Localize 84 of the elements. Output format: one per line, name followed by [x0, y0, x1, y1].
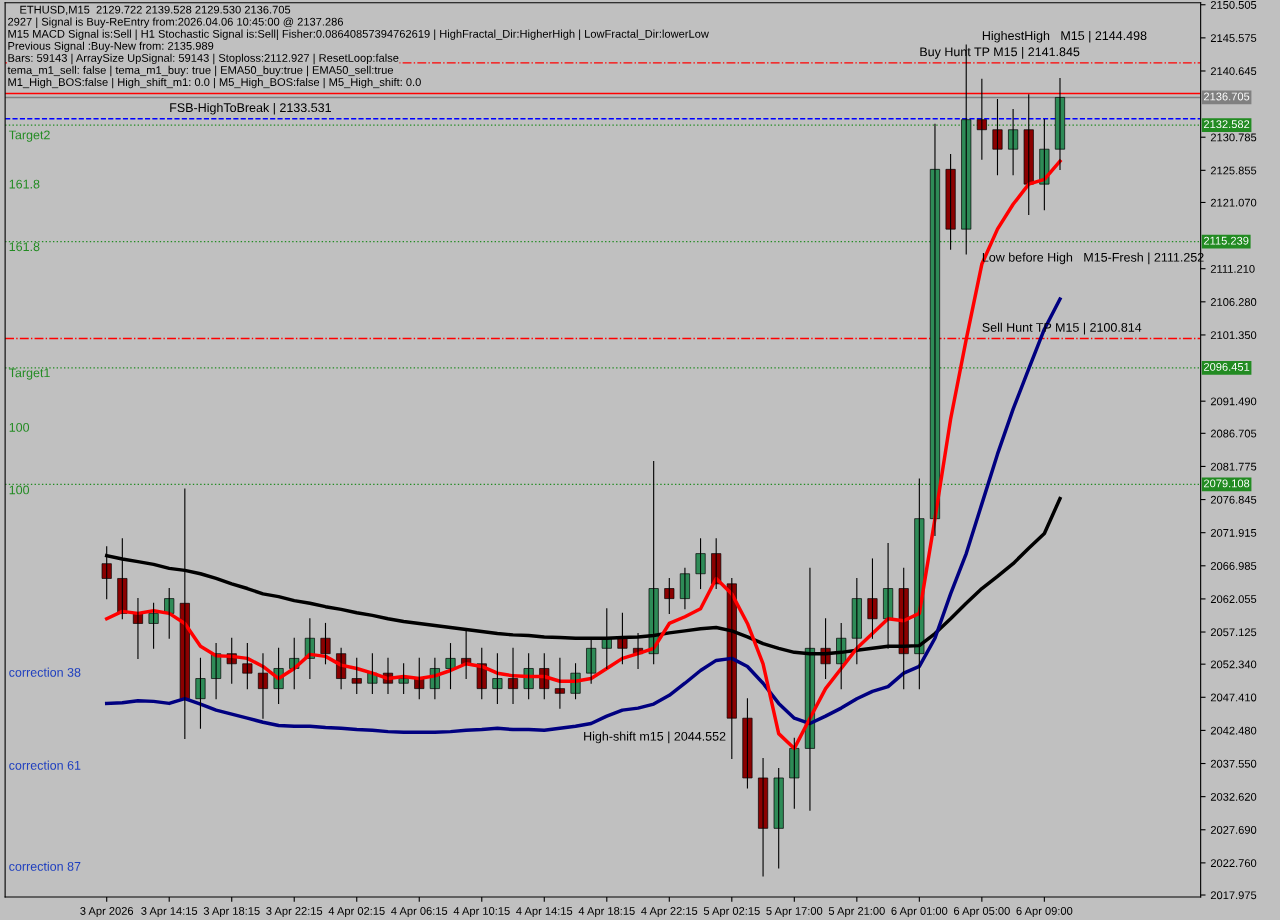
candlestick — [398, 663, 409, 694]
ref-line-label: 2079.108 — [1203, 479, 1250, 488]
annotation: FSB-HighToBreak | 2133.531 — [170, 102, 331, 115]
text: correction 87 — [9, 861, 81, 871]
y-tick-label: 2071.915 — [1210, 528, 1257, 537]
annotation: 2927 | Signal is Buy-ReEntry from:2026.04.06 10:45:00 @ 2137.286 — [8, 17, 344, 28]
x-tick-label: 4 Apr 22:15 — [641, 907, 698, 918]
y-tick-label: 2076.845 — [1210, 495, 1257, 504]
text: correction 38 — [9, 667, 81, 677]
y-tick-label: 2037.550 — [1210, 759, 1257, 768]
candlestick — [242, 643, 253, 690]
candlestick — [195, 657, 206, 729]
y-tick-label: 2091.490 — [1210, 397, 1257, 406]
text: 161.8 — [9, 242, 40, 252]
candlestick — [945, 154, 956, 250]
x-tick-label: 3 Apr 14:15 — [141, 907, 198, 918]
y-tick-label: 2057.125 — [1210, 628, 1257, 637]
y-tick-label: 2121.070 — [1210, 198, 1257, 207]
x-tick-label: 6 Apr 09:00 — [1016, 907, 1073, 918]
y-tick-label: 2130.785 — [1210, 133, 1257, 142]
y-tick-label: 2140.645 — [1210, 67, 1257, 76]
text: Target2 — [8, 130, 50, 142]
x-tick-label: 5 Apr 02:15 — [703, 907, 760, 918]
y-tick-label: 2027.690 — [1210, 826, 1257, 834]
text: 100 — [9, 422, 30, 432]
candlestick — [1023, 94, 1034, 215]
candlestick — [164, 587, 175, 639]
candlestick — [445, 643, 456, 690]
y-tick-label: 2106.280 — [1210, 298, 1257, 306]
annotation: tema_m1_sell: false | tema_m1_buy: true | EMA50_buy:true | EMA50_sell:true — [7, 65, 394, 77]
y-tick-label: 2022.760 — [1210, 859, 1257, 868]
y-tick-label: 2066.985 — [1210, 562, 1257, 570]
annotation: Bars: 59143 | ArraySize UpSignal: 59143 | Stoploss:2112.927 | ResetLoop:false — [8, 53, 399, 65]
candlestick — [867, 558, 878, 639]
y-tick-label: 2062.055 — [1210, 595, 1257, 604]
x-tick-label: 5 Apr 17:00 — [766, 907, 823, 918]
y-tick-label: 2150.505 — [1210, 1, 1257, 9]
candlestick — [664, 577, 675, 614]
annotation: Previous Signal :Buy-New from: 2135.989 — [8, 41, 214, 53]
candlestick — [320, 622, 331, 665]
annotation: High-shift m15 | 2044.552 — [584, 731, 726, 744]
x-tick-label: 4 Apr 10:15 — [453, 907, 510, 918]
x-tick-label: 4 Apr 02:15 — [328, 907, 385, 918]
text: 100 — [9, 485, 30, 495]
y-tick-label: 2086.705 — [1210, 429, 1257, 438]
annotation: M1_High_BOS:false | High_shift_m1: 0.0 | M5_High_BOS:false | M5_High_shift: 0.0 — [8, 77, 421, 89]
candlestick — [148, 602, 159, 649]
ref-line-label: 2136.705 — [1203, 92, 1250, 101]
y-tick-label: 2145.575 — [1210, 34, 1257, 42]
text: correction 61 — [9, 760, 81, 770]
x-tick-label: 5 Apr 21:00 — [828, 907, 885, 918]
annotation: HighestHigh M15 | 2144.498 — [982, 30, 1147, 43]
y-tick-label: 2111.210 — [1210, 264, 1255, 273]
x-tick-label: 3 Apr 18:15 — [203, 907, 260, 918]
ref-line-label: 2132.582 — [1203, 120, 1250, 129]
chart-title: ETHUSD,M15 2129.722 2139.528 2129.530 2136.705 — [20, 5, 291, 15]
y-tick-label: 2101.350 — [1210, 331, 1257, 340]
y-tick-label: 2052.340 — [1210, 660, 1257, 669]
candlestick — [117, 538, 128, 620]
y-tick-label: 2017.975 — [1210, 891, 1257, 900]
ref-line-label: 2096.451 — [1203, 362, 1250, 371]
candlestick — [742, 698, 753, 789]
candlestick — [992, 98, 1003, 176]
candlestick — [695, 538, 706, 590]
y-tick-label: 2047.410 — [1210, 693, 1257, 702]
y-tick-label: 2032.620 — [1210, 792, 1257, 801]
x-tick-label: 4 Apr 06:15 — [391, 907, 448, 918]
x-tick-label: 6 Apr 05:00 — [954, 907, 1010, 918]
candlestick — [789, 737, 800, 809]
x-tick-label: 6 Apr 01:00 — [891, 907, 948, 918]
x-tick-label: 3 Apr 2026 — [80, 907, 134, 918]
text: 161.8 — [9, 179, 40, 189]
candlestick — [492, 653, 503, 704]
x-tick-label: 3 Apr 22:15 — [266, 907, 323, 918]
x-tick-label: 4 Apr 18:15 — [578, 907, 635, 918]
candlestick — [773, 768, 784, 869]
candlestick — [351, 657, 362, 694]
y-tick-label: 2081.775 — [1210, 462, 1257, 471]
ref-line-label: 2115.239 — [1203, 236, 1249, 245]
annotation: M15 MACD Signal is:Sell | H1 Stochastic Signal is:Sell| Fisher:0.08640857394762619 | HighFractal_Dir:HigherHigh | LowFractal_Dir:lowerLow — [8, 29, 709, 40]
x-tick-label: 4 Apr 14:15 — [516, 907, 573, 918]
y-tick-label: 2125.855 — [1210, 166, 1257, 175]
text: Target1 — [8, 368, 50, 380]
y-tick-label: 2042.480 — [1210, 726, 1257, 735]
